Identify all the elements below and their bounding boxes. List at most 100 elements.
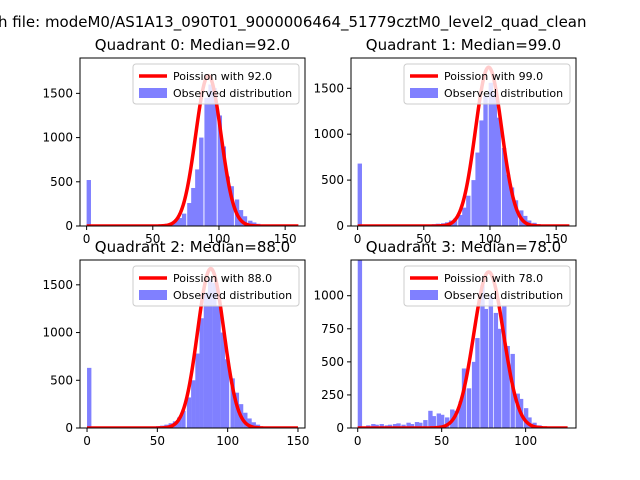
hist-bar [471,180,476,226]
hist-bar [493,312,499,428]
x-tick-label: 150 [545,232,568,246]
legend-label-poisson: Poission with 88.0 [173,272,272,285]
hist-bar [187,203,192,226]
y-tick-label: 0 [65,219,73,233]
hist-bar [203,292,209,428]
hist-bar [212,88,217,226]
axes-frame [350,259,577,429]
legend-bar-swatch [410,88,438,98]
hist-bar [515,393,520,428]
x-tick-label: 50 [150,434,165,448]
hist-bar [87,367,92,428]
legend-label-observed: Observed distribution [444,87,563,100]
x-tick-label: 100 [479,232,502,246]
hist-bar [177,218,183,226]
x-tick-label: 0 [83,232,91,246]
hist-bar [195,353,200,428]
hist-bar [242,216,248,226]
legend: Poission with 92.0 Observed distribution [132,63,300,105]
y-tick-label: 1500 [42,278,73,292]
y-tick-label: 500 [50,373,73,387]
hist-bar [191,380,196,428]
hist-bar [492,92,497,226]
y-tick-label: 1500 [313,81,344,95]
legend-label-observed: Observed distribution [444,289,563,302]
hist-bar [248,220,253,226]
hist-bar [458,401,463,428]
hist-bar [186,397,192,428]
legend-box [132,265,300,307]
legend-label-poisson: Poission with 92.0 [173,70,272,83]
legend-label-poisson: Poission with 78.0 [444,272,543,285]
hist-bar [466,388,472,428]
legend-box [132,63,300,105]
hist-bar [509,187,515,226]
axes-frame [79,57,306,227]
hist-bar [230,378,235,428]
hist-bar [221,146,226,226]
hist-bar [217,115,223,226]
hist-bar [229,186,234,226]
legend-label-observed: Observed distribution [173,289,292,302]
hist-bar [428,410,433,428]
x-tick-label: 50 [145,232,160,246]
x-tick-label: 150 [274,232,297,246]
hist-bar [208,84,213,226]
hist-bar [204,97,209,226]
legend-box [403,63,571,105]
hist-bar [191,187,196,226]
subplot-1: Quadrant 1: Median=99.00 50 100 15005001000… [313,36,577,246]
hist-bar [225,176,230,226]
hist-bar [483,308,489,428]
hist-bar [199,137,204,226]
subplot-0: Quadrant 0: Median=92.00 50 100 15005001000… [42,36,306,246]
hist-bar [177,417,182,428]
hist-bar [502,306,507,428]
hist-bar [357,260,363,428]
subplot-title: Quadrant 0: Median=92.0 [95,36,290,54]
hist-bar [523,408,529,428]
hist-bar [212,282,217,428]
hist-bar [396,423,401,428]
hist-bar [496,117,501,226]
hist-bar [86,180,91,226]
hist-bar [181,410,186,428]
hist-bar [173,220,179,226]
hist-bar [436,413,441,428]
hist-bar [475,338,480,428]
hist-bar [251,422,256,428]
hist-bar [480,285,485,428]
legend-bar-swatch [139,290,167,300]
hist-bar [392,424,398,428]
legend: Poission with 88.0 Observed distribution [132,265,300,307]
axes-frame [79,259,306,429]
x-tick-label: 150 [287,434,310,448]
y-tick-label: 0 [65,421,73,435]
legend-label-observed: Observed distribution [173,87,292,100]
hist-bar [501,147,507,226]
hist-bar [216,305,221,428]
y-tick-label: 250 [321,388,344,402]
hist-bar [458,214,463,226]
hist-bar [505,345,510,428]
hist-bar [475,152,480,226]
hist-bar [414,422,420,428]
y-tick-label: 500 [321,355,344,369]
y-tick-label: 1000 [42,326,73,340]
legend: Poission with 78.0 Observed distribution [403,265,571,307]
figure-suptitle: h file: modeM0/AS1A13_090T01_9000006464_… [0,13,587,32]
y-tick-label: 1000 [42,131,73,145]
hist-bar [406,422,411,428]
hist-bar [488,82,494,226]
subplot-2: Quadrant 2: Median=88.00 50 100 15005001000… [42,238,309,448]
hist-bar [195,169,200,226]
hist-bar [483,95,488,226]
hist-bar [220,332,225,428]
axes-frame [350,57,577,227]
x-tick-label: 50 [416,232,431,246]
y-tick-label: 0 [336,421,344,435]
plot-area [357,260,568,428]
poisson-curve [357,270,568,428]
hist-bar [479,120,484,226]
